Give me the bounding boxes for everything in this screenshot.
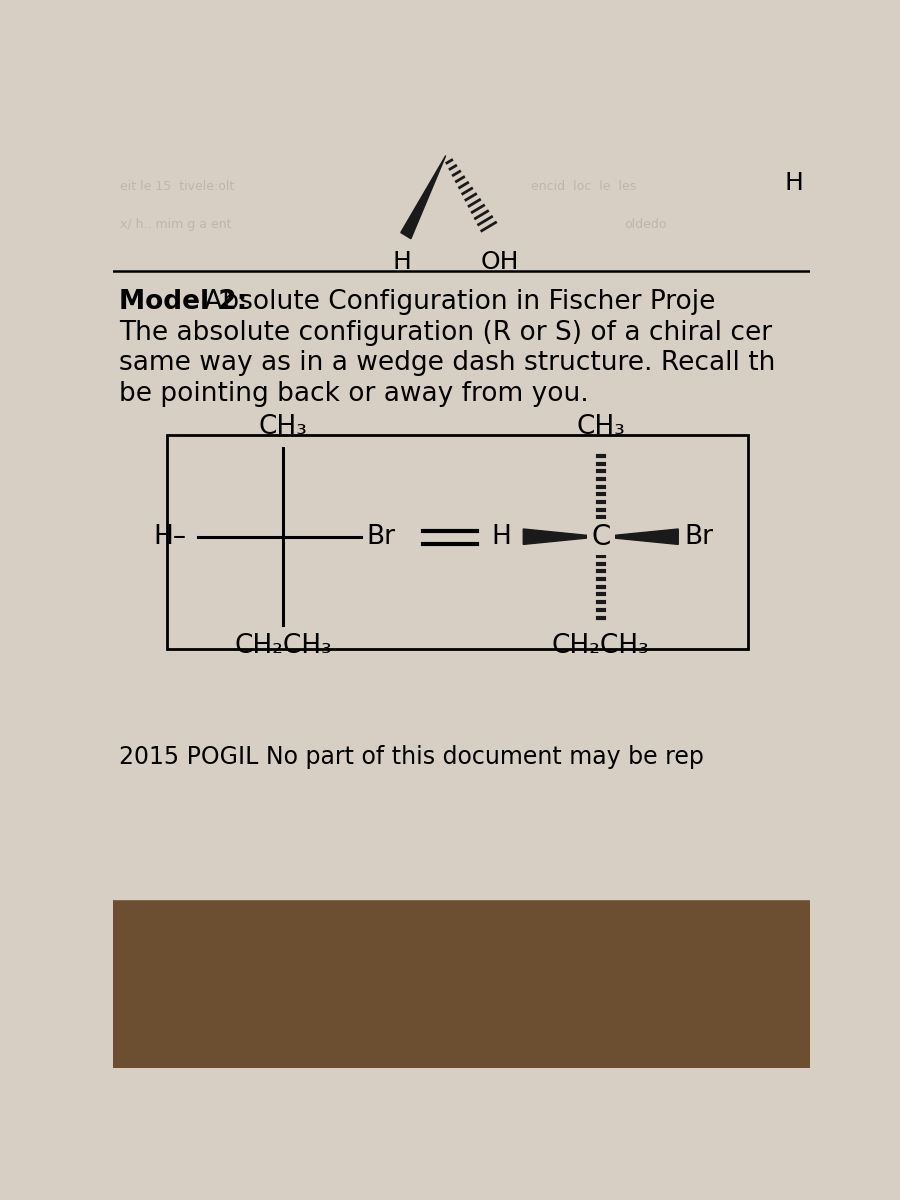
Polygon shape <box>400 156 446 239</box>
Text: H–: H– <box>153 523 186 550</box>
Text: The absolute configuration (R or S) of a chiral cer: The absolute configuration (R or S) of a… <box>119 319 772 346</box>
Text: H: H <box>392 251 411 275</box>
Bar <box>166 436 748 649</box>
Polygon shape <box>601 529 679 545</box>
Text: oldedo: oldedo <box>624 218 667 232</box>
Polygon shape <box>523 529 601 545</box>
Text: CH₂CH₃: CH₂CH₃ <box>234 632 332 659</box>
Text: same way as in a wedge dash structure. Recall th: same way as in a wedge dash structure. R… <box>119 350 775 377</box>
Text: x/ h.. mim g a ent: x/ h.. mim g a ent <box>121 218 232 232</box>
Text: H: H <box>785 170 804 194</box>
Text: Model 2:: Model 2: <box>119 289 247 314</box>
Bar <box>112 899 810 1068</box>
Text: CH₃: CH₃ <box>576 414 626 440</box>
Text: Br: Br <box>366 523 396 550</box>
Text: Br: Br <box>685 523 714 550</box>
Text: encid  loc  le  les: encid loc le les <box>531 180 636 193</box>
Bar <box>112 144 810 899</box>
Text: CH₃: CH₃ <box>258 414 308 440</box>
Text: OH: OH <box>481 251 519 275</box>
Text: 2015 POGIL No part of this document may be rep: 2015 POGIL No part of this document may … <box>119 744 704 769</box>
Text: CH₂CH₃: CH₂CH₃ <box>552 632 650 659</box>
Text: be pointing back or away from you.: be pointing back or away from you. <box>119 382 589 407</box>
Text: eit le 15  tivele:olt: eit le 15 tivele:olt <box>121 180 235 193</box>
Text: C: C <box>591 523 610 551</box>
Text: H: H <box>491 523 511 550</box>
Text: Absolute Configuration in Fischer Proje: Absolute Configuration in Fischer Proje <box>196 289 716 314</box>
